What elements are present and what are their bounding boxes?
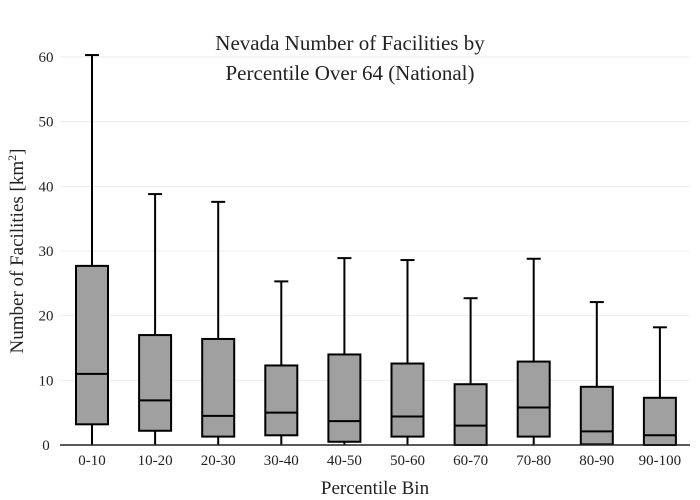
x-axis-title: Percentile Bin <box>321 478 430 499</box>
x-tick-label: 80-90 <box>579 453 614 469</box>
box-group <box>75 54 109 445</box>
box-iqr <box>327 353 362 443</box>
box-group <box>516 257 551 445</box>
x-tick-label: 10-20 <box>138 453 173 469</box>
box-iqr <box>201 337 236 438</box>
x-tick-labels: 0-10 10-20 20-30 30-40 40-50 50-60 60-70 70-80 8… <box>78 453 681 469</box>
box-group <box>264 280 299 445</box>
box-iqr <box>516 360 551 438</box>
box-iqr <box>138 334 173 432</box>
y-tick-label: 50 <box>39 115 54 131</box>
y-tick-label: 0 <box>42 438 50 454</box>
y-tick-label: 40 <box>39 179 54 195</box>
box-group <box>201 200 236 445</box>
y-axis-title-close: ] <box>7 149 28 155</box>
boxes <box>75 54 677 447</box>
y-tick-labels: 0 10 20 30 40 50 60 <box>39 50 54 454</box>
box-iqr <box>642 396 677 446</box>
y-tick-label: 10 <box>39 373 54 389</box>
box-group <box>579 301 614 446</box>
x-tick-label: 40-50 <box>327 453 362 469</box>
x-tick-label: 90-100 <box>639 453 682 469</box>
box-iqr <box>390 362 425 438</box>
y-tick-label: 60 <box>39 50 54 66</box>
y-tick-label: 20 <box>39 309 54 325</box>
box-group <box>453 297 488 447</box>
box-iqr <box>579 385 614 446</box>
box-iqr <box>75 264 109 426</box>
chart-title-line-1: Nevada Number of Facilities by <box>215 31 485 55</box>
box-group <box>327 257 362 445</box>
box-group <box>138 193 173 445</box>
y-tick-label: 30 <box>39 244 54 260</box>
x-tick-label: 60-70 <box>453 453 488 469</box>
box-group <box>390 259 425 445</box>
box-iqr <box>264 364 299 437</box>
box-iqr <box>453 383 488 447</box>
x-tick-label: 50-60 <box>390 453 425 469</box>
x-tick-label: 20-30 <box>201 453 236 469</box>
grid-lines <box>60 56 690 381</box>
y-axis-title: Number of Facilities [km2] <box>5 149 28 354</box>
chart-title-line-2: Percentile Over 64 (National) <box>226 61 475 85</box>
x-tick-label: 30-40 <box>264 453 299 469</box>
box-group <box>642 326 677 446</box>
x-tick-label: 70-80 <box>516 453 551 469</box>
x-tick-label: 0-10 <box>78 453 106 469</box>
y-axis-title-superscript: 2 <box>5 155 19 161</box>
y-axis-title-main: Number of Facilities [km <box>7 161 28 354</box>
